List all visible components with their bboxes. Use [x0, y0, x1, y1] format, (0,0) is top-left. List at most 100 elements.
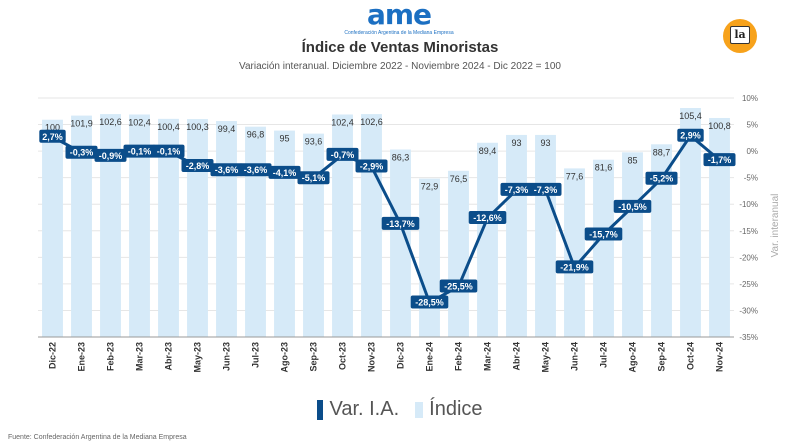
- source-note: Fuente: Confederación Argentina de la Me…: [8, 434, 187, 441]
- line-label-box: [326, 147, 359, 161]
- x-tick-label: Abr-23: [164, 342, 174, 371]
- y-tick-label: -5%: [744, 174, 758, 183]
- bar-value-label: 93: [540, 138, 550, 148]
- line-value-label: -2,9%: [360, 162, 384, 172]
- bar: [187, 119, 208, 337]
- line-label-box: [439, 279, 478, 293]
- line-label-box: [555, 260, 594, 274]
- x-tick-label: Mar-23: [135, 342, 145, 371]
- line-value-label: -15,7%: [589, 229, 618, 239]
- x-tick-label: Mar-24: [483, 342, 493, 371]
- y-tick-label: -25%: [739, 280, 758, 289]
- bar: [71, 115, 92, 337]
- x-tick-label: Ago-23: [280, 342, 290, 373]
- y-tick-label: -20%: [739, 253, 758, 262]
- bar-value-label: 76,5: [450, 174, 468, 184]
- x-tick-label: Abr-24: [512, 342, 522, 371]
- line-label-box: [181, 158, 214, 172]
- line-label-box: [500, 182, 533, 196]
- chart-legend: Var. I.A. Índice: [0, 398, 800, 421]
- bar: [361, 114, 382, 337]
- line-label-box: [529, 182, 562, 196]
- bar: [593, 159, 614, 337]
- x-tick-label: May-24: [541, 342, 551, 373]
- x-tick-label: Jul-24: [599, 342, 609, 368]
- bar-value-label: 93: [511, 138, 521, 148]
- line-value-label: -13,7%: [386, 219, 415, 229]
- x-tick-label: Jul-23: [251, 342, 261, 368]
- bar-value-label: 100: [45, 123, 60, 133]
- x-tick-label: Oct-24: [686, 342, 696, 370]
- bar-value-label: 102,4: [128, 118, 151, 128]
- bar: [332, 114, 353, 337]
- x-tick-label: Feb-23: [106, 342, 116, 371]
- line-value-label: -1,7%: [708, 155, 732, 165]
- bar-value-label: 77,6: [566, 171, 584, 181]
- line-value-label: 2,9%: [680, 131, 701, 141]
- line-value-label: -5,2%: [650, 174, 674, 184]
- bar-value-label: 88,7: [653, 147, 671, 157]
- x-tick-label: Ago-24: [628, 342, 638, 373]
- line-label-box: [703, 153, 736, 167]
- x-tick-label: Feb-24: [454, 342, 464, 371]
- y-axis-title: Var. interanual: [770, 194, 781, 258]
- bar: [651, 144, 672, 337]
- line-value-label: -0,1%: [157, 147, 181, 157]
- bar-value-label: 81,6: [595, 163, 613, 173]
- line-value-label: -0,9%: [99, 151, 123, 161]
- x-tick-label: Sep-23: [309, 342, 319, 372]
- bar: [506, 134, 527, 337]
- line-value-label: -5,1%: [302, 173, 326, 183]
- line-label-box: [123, 144, 156, 158]
- bar-value-label: 102,6: [360, 117, 383, 127]
- x-tick-label: Dic-23: [396, 342, 406, 369]
- bar: [42, 119, 63, 338]
- bar-value-label: 86,3: [392, 152, 410, 162]
- bar-value-label: 102,4: [331, 118, 354, 128]
- x-tick-label: Oct-23: [338, 342, 348, 370]
- line-value-label: -3,6%: [215, 165, 239, 175]
- line-value-label: -0,3%: [70, 148, 94, 158]
- bar: [622, 152, 643, 337]
- bar-value-label: 72,9: [421, 182, 439, 192]
- bar-value-label: 100,3: [186, 122, 209, 132]
- bar-value-label: 93,6: [305, 137, 323, 147]
- line-label-box: [239, 163, 272, 177]
- line-label-box: [94, 148, 127, 162]
- line-value-label: -7,3%: [505, 185, 529, 195]
- bar-value-label: 102,6: [99, 117, 122, 127]
- line-value-label: -10,5%: [618, 202, 647, 212]
- bar: [158, 118, 179, 337]
- bar: [390, 149, 411, 337]
- bar: [448, 170, 469, 337]
- bar: [100, 114, 121, 337]
- badge-label: la: [730, 26, 750, 44]
- line-value-label: -3,6%: [244, 165, 268, 175]
- line-value-label: -0,7%: [331, 150, 355, 160]
- bar-value-label: 100,8: [708, 121, 731, 131]
- line-value-label: -7,3%: [534, 185, 558, 195]
- logo-text: ame: [366, 0, 432, 31]
- line-label-box: [152, 144, 185, 158]
- bar-value-label: 99,4: [218, 124, 236, 134]
- line-label-box: [613, 199, 652, 213]
- logo-subtitle: Confederación Argentina de la Mediana Em…: [344, 30, 454, 36]
- bar-value-label: 96,8: [247, 130, 265, 140]
- y-tick-label: 10%: [742, 94, 758, 103]
- bar: [680, 107, 701, 338]
- x-tick-label: Jun-23: [222, 342, 232, 371]
- la-badge-icon: la: [723, 19, 757, 53]
- line-label-box: [268, 165, 301, 179]
- line-label-box: [645, 171, 678, 185]
- line-value-label: -12,6%: [473, 213, 502, 223]
- line-value-label: -2,8%: [186, 161, 210, 171]
- bar: [216, 121, 237, 337]
- line-value-label: -21,9%: [560, 262, 589, 272]
- x-tick-label: May-23: [193, 342, 203, 373]
- line-label-box: [410, 295, 449, 309]
- bar: [245, 126, 266, 338]
- bar-value-label: 100,4: [157, 122, 180, 132]
- y-tick-label: 0%: [746, 147, 758, 156]
- bar-value-label: 95: [279, 134, 289, 144]
